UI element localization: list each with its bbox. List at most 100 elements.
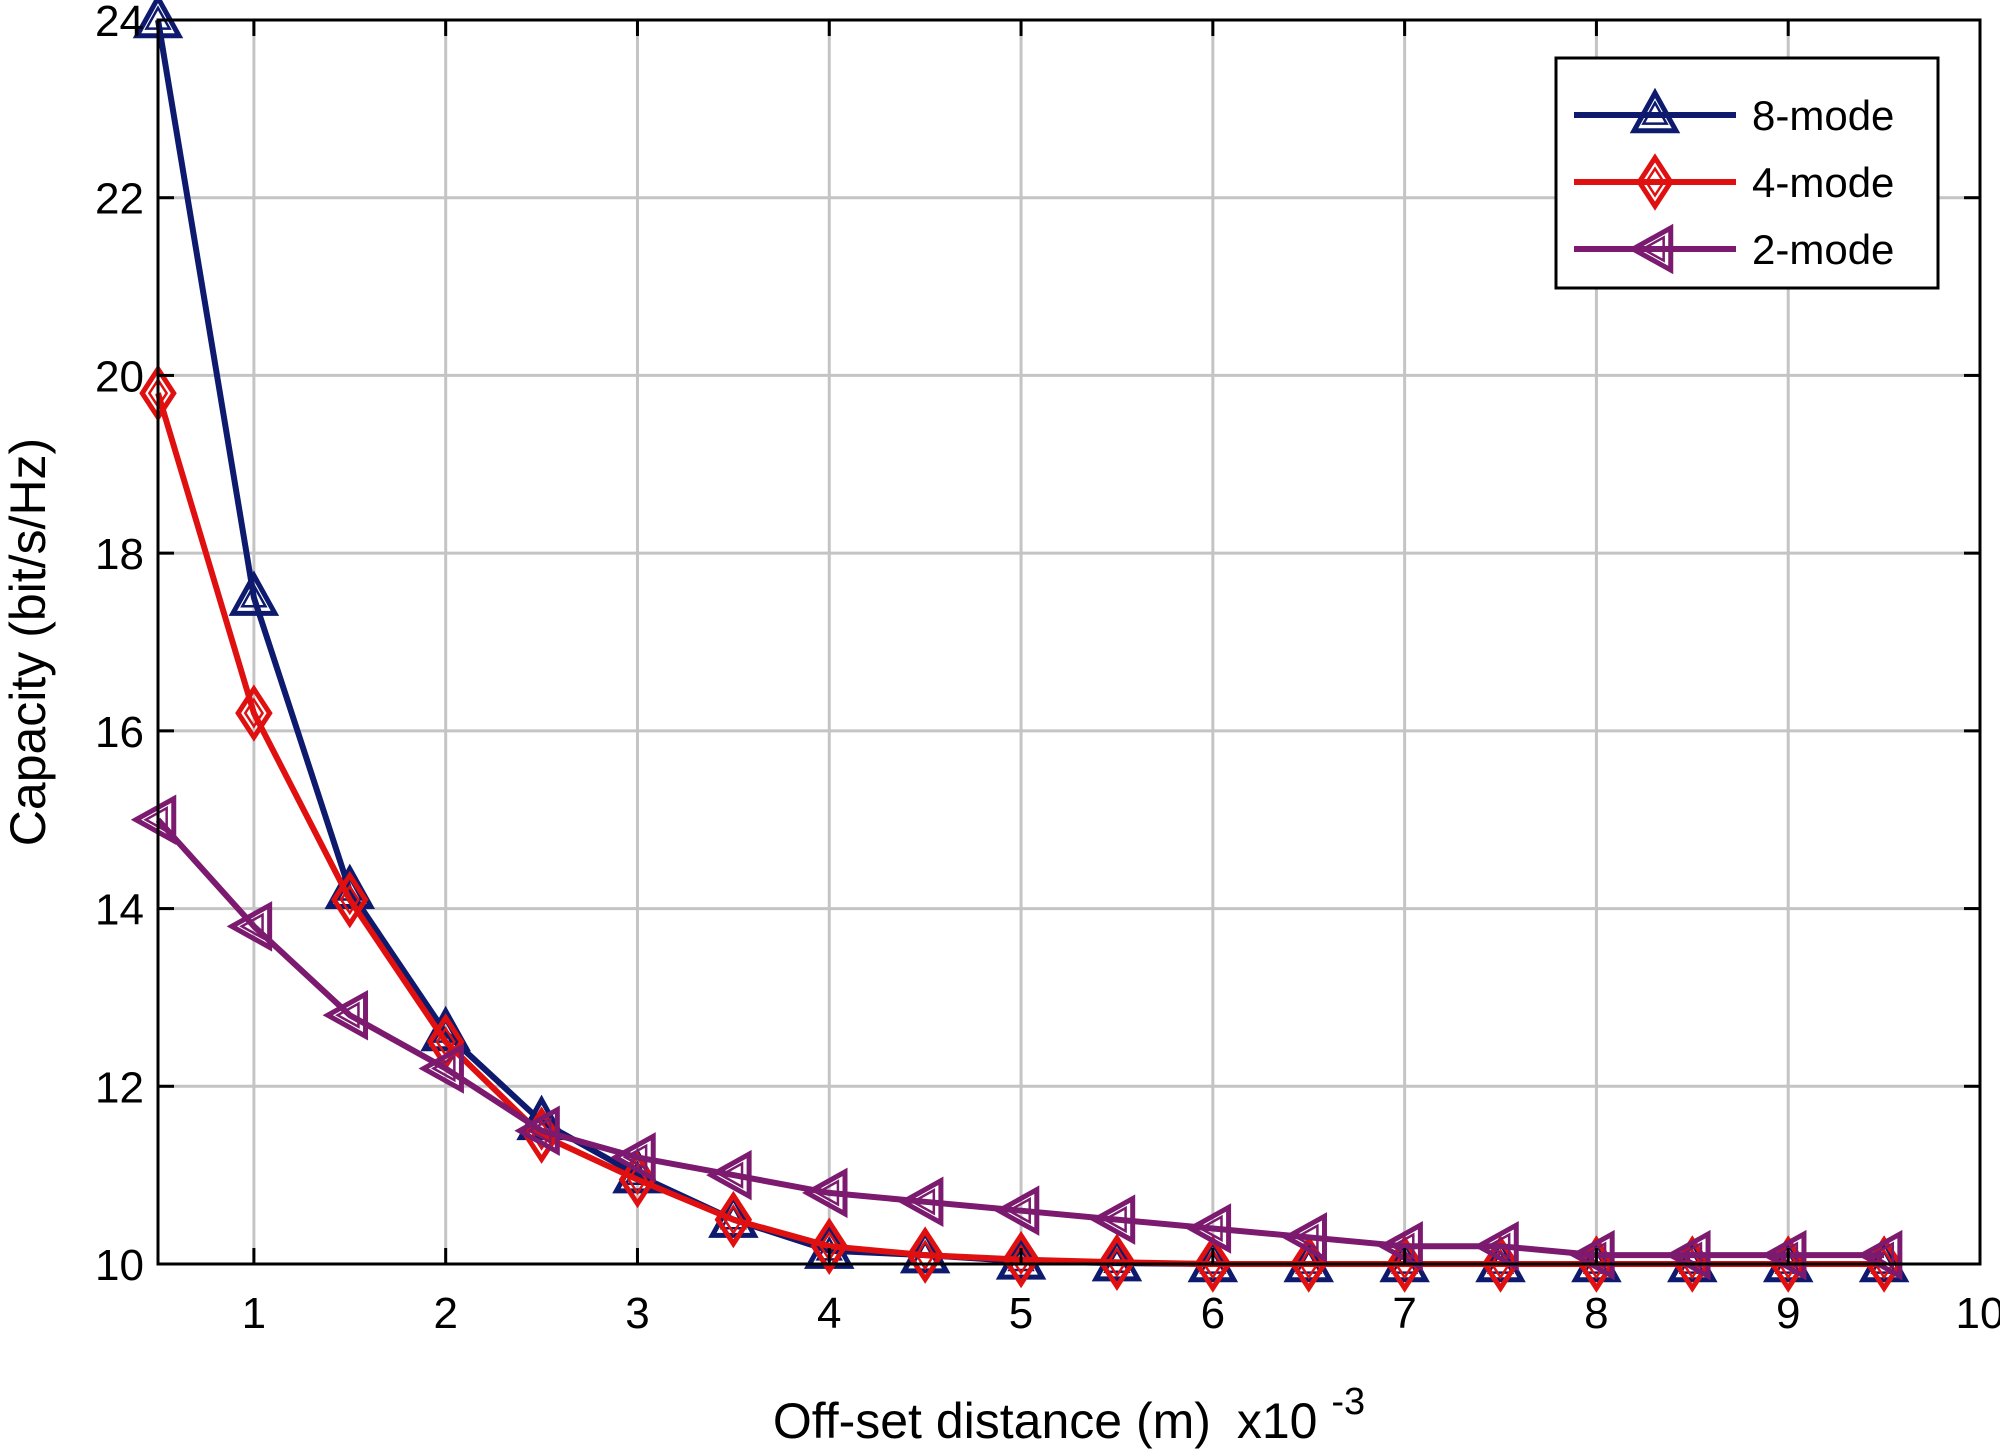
data-point-inner xyxy=(243,697,265,729)
data-point xyxy=(1761,1229,1807,1281)
data-point xyxy=(322,989,369,1041)
x-tick-label: 1 xyxy=(242,1289,266,1338)
data-point xyxy=(610,1132,656,1183)
data-point xyxy=(906,1226,944,1284)
y-tick-label: 18 xyxy=(95,530,144,579)
data-point xyxy=(226,901,273,952)
data-point xyxy=(714,1190,753,1249)
x-axis-title: Off-set distance (m) x10 -3 xyxy=(773,1381,1365,1449)
data-point xyxy=(1665,1229,1711,1281)
legend-marker xyxy=(1629,87,1681,134)
data-point xyxy=(228,570,280,616)
legend-marker xyxy=(1636,153,1674,211)
data-point xyxy=(1385,1235,1424,1293)
y-axis-label: Capacity (bit/s/Hz) xyxy=(0,438,56,846)
x-tick-label: 4 xyxy=(817,1289,841,1338)
y-tick-label: 14 xyxy=(95,886,144,935)
data-point-inner xyxy=(1581,1241,1607,1269)
legend-marker xyxy=(1627,223,1674,275)
x-tick-label: 3 xyxy=(625,1289,649,1338)
data-point-inner xyxy=(526,1117,552,1145)
data-point xyxy=(993,1185,1040,1236)
data-point-inner xyxy=(1202,1248,1223,1280)
legend-marker-inner xyxy=(1641,100,1669,125)
series-2-mode xyxy=(130,794,1903,1281)
y-tick-label: 12 xyxy=(95,1063,144,1112)
data-point xyxy=(235,684,273,742)
x-tick-label: 7 xyxy=(1392,1289,1416,1338)
x-axis-label: Off-set distance (m) xyxy=(773,1393,1211,1449)
data-point xyxy=(1475,1236,1526,1283)
legend-marker-inner xyxy=(1644,166,1666,198)
data-point-inner xyxy=(430,1054,456,1083)
data-point-inner xyxy=(1106,1246,1128,1278)
data-point xyxy=(1856,1229,1903,1281)
data-point-inner xyxy=(1677,1241,1703,1269)
x-tick-label: 6 xyxy=(1201,1289,1225,1338)
data-point xyxy=(618,1150,657,1209)
data-point-inner xyxy=(239,912,264,941)
data-point xyxy=(130,794,177,845)
data-point-inner xyxy=(1010,1243,1032,1276)
y-tick-label: 10 xyxy=(95,1241,144,1290)
data-point xyxy=(418,1043,464,1094)
legend: 8-mode 4-mode 2-mode xyxy=(1554,56,1940,290)
data-point xyxy=(1377,1220,1423,1272)
data-point xyxy=(1569,1229,1615,1281)
data-point-inner xyxy=(1006,1197,1031,1225)
legend-marker-inner xyxy=(1640,235,1665,263)
data-point-inner xyxy=(1485,1232,1511,1260)
legend-item-8-mode: 8-mode xyxy=(1574,87,1894,139)
data-point-inner xyxy=(143,806,168,834)
data-point-inner xyxy=(240,582,268,608)
data-point xyxy=(1185,1203,1232,1254)
legend-label: 8-mode xyxy=(1752,92,1894,139)
legend-label: 4-mode xyxy=(1752,159,1894,206)
data-point-inner xyxy=(723,1204,744,1236)
data-point xyxy=(1089,1194,1136,1245)
data-point-inner xyxy=(915,1239,936,1271)
y-tick-label: 16 xyxy=(95,708,144,757)
plot-frame xyxy=(156,18,1982,1266)
data-point-inner xyxy=(1298,1248,1319,1280)
x-tick-label: 10 xyxy=(1956,1289,2000,1338)
x-tick-label: 2 xyxy=(433,1289,457,1338)
data-point-inner xyxy=(1294,1223,1319,1252)
data-point-inner xyxy=(335,1001,360,1029)
data-point xyxy=(706,1149,752,1201)
data-point-inner xyxy=(814,1179,840,1207)
data-point-inner xyxy=(622,1143,648,1172)
data-point-inner xyxy=(718,1161,744,1189)
x-tick-label: 8 xyxy=(1584,1289,1608,1338)
data-point xyxy=(810,1217,848,1275)
y-tick-label: 22 xyxy=(95,175,144,224)
y-tick-label: 20 xyxy=(95,352,144,401)
data-point-inner xyxy=(1773,1241,1799,1269)
legend-item-4-mode: 4-mode xyxy=(1574,153,1894,211)
data-point xyxy=(514,1105,560,1156)
data-point xyxy=(1098,1233,1136,1291)
legend-label: 2-mode xyxy=(1752,226,1894,273)
data-point-inner xyxy=(1869,1241,1895,1269)
x-tick-label: 5 xyxy=(1009,1289,1033,1338)
data-point xyxy=(1481,1235,1520,1293)
data-point-inner xyxy=(910,1188,936,1216)
data-point xyxy=(1194,1235,1232,1293)
data-point xyxy=(1281,1212,1327,1263)
data-point xyxy=(331,870,369,929)
data-point xyxy=(1473,1220,1519,1272)
data-point xyxy=(802,1167,848,1219)
data-point-inner xyxy=(1389,1232,1415,1260)
x-tick-label: 9 xyxy=(1776,1289,1800,1338)
data-point xyxy=(897,1176,944,1228)
x-axis-exponent: -3 xyxy=(1331,1381,1365,1423)
data-point xyxy=(1002,1230,1040,1289)
data-point-inner xyxy=(339,884,360,916)
y-tick-label: 24 xyxy=(95,0,144,46)
x-axis-exponent-base: x10 xyxy=(1237,1393,1318,1449)
legend-item-2-mode: 2-mode xyxy=(1574,223,1894,275)
data-point-inner xyxy=(1198,1214,1223,1243)
data-point xyxy=(1283,1236,1334,1283)
